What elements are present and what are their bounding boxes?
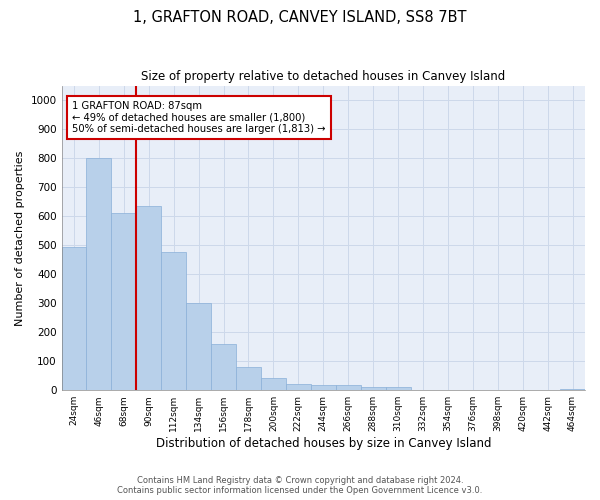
Bar xyxy=(211,344,236,390)
X-axis label: Distribution of detached houses by size in Canvey Island: Distribution of detached houses by size … xyxy=(155,437,491,450)
Text: 1 GRAFTON ROAD: 87sqm
← 49% of detached houses are smaller (1,800)
50% of semi-d: 1 GRAFTON ROAD: 87sqm ← 49% of detached … xyxy=(72,101,326,134)
Bar xyxy=(62,246,86,390)
Bar xyxy=(86,158,112,390)
Bar xyxy=(361,388,386,390)
Y-axis label: Number of detached properties: Number of detached properties xyxy=(15,150,25,326)
Bar xyxy=(261,378,286,390)
Bar xyxy=(112,213,136,390)
Bar xyxy=(136,206,161,390)
Title: Size of property relative to detached houses in Canvey Island: Size of property relative to detached ho… xyxy=(141,70,505,83)
Bar xyxy=(311,385,336,390)
Bar xyxy=(386,388,410,390)
Bar xyxy=(560,389,585,390)
Bar xyxy=(336,385,361,390)
Bar xyxy=(286,384,311,390)
Text: Contains HM Land Registry data © Crown copyright and database right 2024.
Contai: Contains HM Land Registry data © Crown c… xyxy=(118,476,482,495)
Bar xyxy=(236,367,261,390)
Text: 1, GRAFTON ROAD, CANVEY ISLAND, SS8 7BT: 1, GRAFTON ROAD, CANVEY ISLAND, SS8 7BT xyxy=(133,10,467,25)
Bar xyxy=(186,303,211,390)
Bar xyxy=(161,252,186,390)
